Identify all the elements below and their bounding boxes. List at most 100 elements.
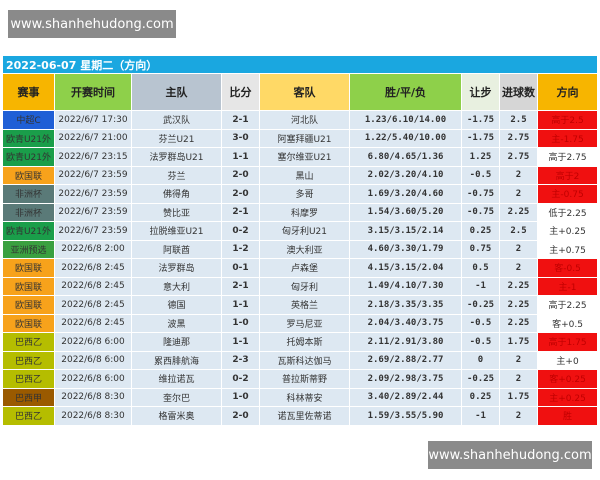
away-team-cell: 罗马尼亚 [259, 313, 350, 333]
kickoff-time-cell: 2022/6/7 23:15 [54, 147, 132, 167]
table-title: 2022-06-07 星期二（方向） [1, 55, 599, 74]
odds-cell: 3.15/3.15/2.14 [349, 221, 462, 241]
handicap-cell: 0 [461, 350, 500, 370]
kickoff-time-cell: 2022/6/8 2:45 [54, 258, 132, 278]
league-cell: 欧青U21外 [2, 147, 55, 167]
kickoff-time-cell: 2022/6/8 2:45 [54, 295, 132, 315]
table-row: 巴西乙 2022/6/8 6:00 累西腓航海 2-3 瓦斯科达伽马 2.69/2.88/… [2, 350, 599, 370]
odds-cell: 2.18/3.35/3.35 [349, 295, 462, 315]
kickoff-time-cell: 2022/6/7 23:59 [54, 221, 132, 241]
goals-line-cell: 2 [499, 258, 538, 278]
league-cell: 欧青U21外 [2, 221, 55, 241]
header-home: 主队 [131, 73, 222, 111]
table-row: 欧青U21外 2022/6/7 23:59 拉脱维亚U21 0-2 匈牙利U21 3.15… [2, 221, 599, 241]
goals-line-cell: 1.75 [499, 332, 538, 352]
odds-cell: 2.69/2.88/2.77 [349, 350, 462, 370]
table-row: 中超C 2022/6/7 17:30 武汉队 2-1 河北队 1.23/6.10/14.0… [2, 110, 599, 130]
direction-cell: 胜 [536, 406, 599, 426]
score-cell: 0-2 [221, 369, 260, 389]
score-cell: 2-1 [221, 202, 260, 222]
away-team-cell: 澳大利亚 [259, 239, 350, 259]
goals-line-cell: 2 [499, 239, 538, 259]
handicap-cell: -0.75 [461, 202, 500, 222]
header-row: 赛事 开赛时间 主队 比分 客队 胜/平/负 让步 进球数 方向 [2, 73, 599, 111]
score-cell: 0-1 [221, 258, 260, 278]
table-row: 欧青U21外 2022/6/7 21:00 芬兰U21 3-0 阿塞拜疆U21 1.22/… [2, 128, 599, 148]
kickoff-time-cell: 2022/6/8 8:30 [54, 406, 132, 426]
score-cell: 2-0 [221, 184, 260, 204]
goals-line-cell: 1.75 [499, 387, 538, 407]
odds-cell: 1.54/3.60/5.20 [349, 202, 462, 222]
home-team-cell: 赞比亚 [131, 202, 222, 222]
direction-cell: 客+0.5 [536, 313, 599, 333]
home-team-cell: 阿联酋 [131, 239, 222, 259]
direction-cell: 主+0 [536, 350, 599, 370]
score-cell: 2-3 [221, 350, 260, 370]
league-cell: 欧青U21外 [2, 128, 55, 148]
kickoff-time-cell: 2022/6/8 8:30 [54, 387, 132, 407]
odds-cell: 2.09/2.98/3.75 [349, 369, 462, 389]
direction-cell: 主+0.25 [536, 387, 599, 407]
direction-cell: 高于2.5 [536, 110, 599, 130]
goals-line-cell: 2 [499, 350, 538, 370]
odds-cell: 2.04/3.40/3.75 [349, 313, 462, 333]
league-cell: 非洲杯 [2, 202, 55, 222]
direction-cell: 低于2.25 [536, 202, 599, 222]
handicap-cell: -0.5 [461, 313, 500, 333]
goals-line-cell: 2.75 [499, 128, 538, 148]
home-team-cell: 武汉队 [131, 110, 222, 130]
handicap-cell: -1.75 [461, 110, 500, 130]
home-team-cell: 芬兰U21 [131, 128, 222, 148]
home-team-cell: 格雷米奥 [131, 406, 222, 426]
header-goals: 进球数 [499, 73, 538, 111]
away-team-cell: 匈牙利 [259, 276, 350, 296]
score-cell: 2-1 [221, 110, 260, 130]
home-team-cell: 法罗群岛U21 [131, 147, 222, 167]
table-row: 巴西甲 2022/6/8 8:30 奎尔巴 1-0 科林蒂安 3.40/2.89/2.44… [2, 387, 599, 407]
league-cell: 巴西乙 [2, 350, 55, 370]
kickoff-time-cell: 2022/6/8 2:45 [54, 313, 132, 333]
table-row: 欧国联 2022/6/8 2:45 德国 1-1 英格兰 2.18/3.35/3.35 -0… [2, 295, 599, 315]
home-team-cell: 佛得角 [131, 184, 222, 204]
away-team-cell: 塞尔维亚U21 [259, 147, 350, 167]
direction-cell: 高于2 [536, 165, 599, 185]
table-row: 亚洲预选 2022/6/8 2:00 阿联酋 1-2 澳大利亚 4.60/3.30/1.7… [2, 239, 599, 259]
direction-cell: 主+0.25 [536, 221, 599, 241]
direction-cell: 客+0.25 [536, 369, 599, 389]
odds-cell: 1.69/3.20/4.60 [349, 184, 462, 204]
title-bar: 2022-06-07 星期二（方向） [1, 55, 599, 74]
away-team-cell: 多哥 [259, 184, 350, 204]
kickoff-time-cell: 2022/6/7 17:30 [54, 110, 132, 130]
handicap-cell: -1 [461, 406, 500, 426]
odds-cell: 2.02/3.20/4.10 [349, 165, 462, 185]
kickoff-time-cell: 2022/6/7 23:59 [54, 184, 132, 204]
goals-line-cell: 2 [499, 406, 538, 426]
score-cell: 2-0 [221, 406, 260, 426]
goals-line-cell: 2.25 [499, 202, 538, 222]
odds-cell: 3.40/2.89/2.44 [349, 387, 462, 407]
goals-line-cell: 2 [499, 165, 538, 185]
handicap-cell: 1.25 [461, 147, 500, 167]
direction-cell: 主+0.75 [536, 239, 599, 259]
away-team-cell: 诺瓦里佐蒂诺 [259, 406, 350, 426]
goals-line-cell: 2.5 [499, 110, 538, 130]
league-cell: 欧国联 [2, 295, 55, 315]
table-row: 巴西乙 2022/6/8 8:30 格雷米奥 2-0 诺瓦里佐蒂诺 1.59/3.55/5… [2, 406, 599, 426]
league-cell: 亚洲预选 [2, 239, 55, 259]
header-away: 客队 [259, 73, 350, 111]
away-team-cell: 托姆本斯 [259, 332, 350, 352]
table-row: 欧国联 2022/6/8 2:45 法罗群岛 0-1 卢森堡 4.15/3.15/2.04… [2, 258, 599, 278]
league-cell: 巴西甲 [2, 387, 55, 407]
score-cell: 1-1 [221, 147, 260, 167]
league-cell: 欧国联 [2, 313, 55, 333]
kickoff-time-cell: 2022/6/7 23:59 [54, 202, 132, 222]
home-team-cell: 累西腓航海 [131, 350, 222, 370]
direction-cell: 客-0.5 [536, 258, 599, 278]
direction-cell: 高于2.75 [536, 147, 599, 167]
handicap-cell: -1.75 [461, 128, 500, 148]
league-cell: 欧国联 [2, 165, 55, 185]
watermark-top: www.shanhehudong.com [8, 10, 176, 38]
handicap-cell: -0.5 [461, 332, 500, 352]
handicap-cell: -0.25 [461, 369, 500, 389]
score-cell: 3-0 [221, 128, 260, 148]
